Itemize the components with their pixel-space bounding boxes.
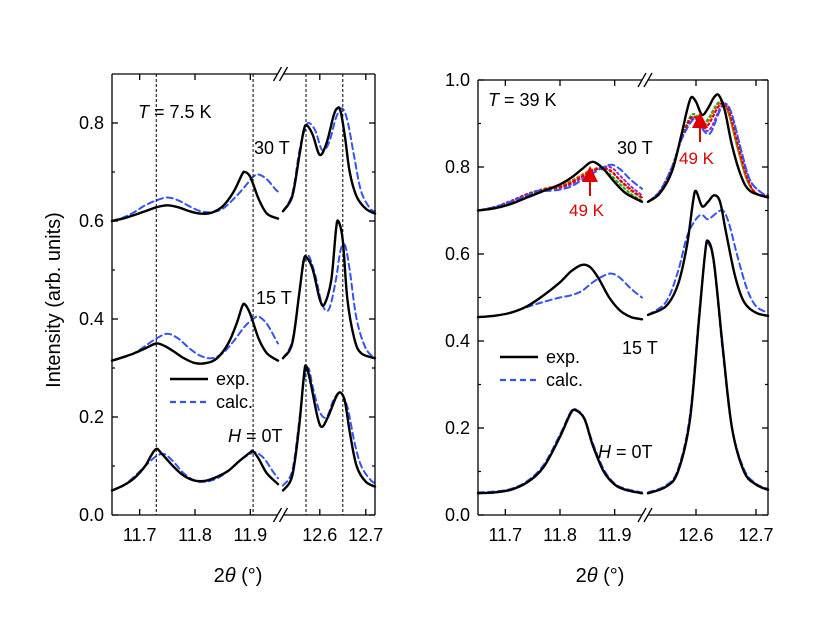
left-series-calc-15t-seg2	[282, 243, 376, 360]
right-x-axis-label: 2θ (°)	[576, 565, 625, 587]
right-panel: 0.0 0.2 0.4 0.6 0.8 1.0 11.7 11.8 11.9 12.6 12.7 T…	[445, 70, 774, 587]
left-series-exp-30t-seg1	[110, 170, 280, 223]
left-ticks	[112, 74, 375, 516]
arrow-label-49k-left: 49 K	[569, 201, 605, 220]
axis-break-mark-0-0	[637, 72, 647, 88]
axis-break-mark-0-1	[278, 66, 289, 82]
right-series-exp-0t-seg1	[476, 408, 644, 495]
left-field-label-30t: 30 T	[254, 138, 290, 158]
right-ticks	[478, 79, 768, 516]
y-tick-label: 0.4	[445, 331, 470, 351]
y-tick-label: 0.2	[79, 407, 104, 427]
y-tick-label: 0.4	[79, 309, 104, 329]
left-series-exp-0t-seg2	[281, 364, 377, 492]
y-tick-label: 0.2	[445, 418, 470, 438]
left-series-exp-15t-seg1	[110, 302, 280, 365]
right-legend-exp-label: exp.	[546, 347, 580, 367]
x-tick-label: 12.7	[738, 525, 773, 545]
right-legend-calc-label: calc.	[546, 370, 583, 390]
left-series-calc-0t-seg2	[282, 366, 376, 487]
axis-break-mark-0-1	[643, 72, 653, 88]
y-tick-label: 0.0	[445, 505, 470, 525]
y-tick-label: 1.0	[445, 70, 470, 90]
left-field-label-15t: 15 T	[256, 288, 292, 308]
y-tick-label: 0.8	[79, 113, 104, 133]
left-temperature-label: T = 7.5 K	[138, 102, 212, 122]
left-series-calc-30t-seg2	[282, 107, 376, 213]
right-series-calc-15t-seg2	[647, 208, 769, 316]
right-series-exp-30t-seg1	[476, 160, 644, 212]
right-series-exp-15t-seg1	[476, 263, 644, 321]
right-series-calc-0t-seg2	[647, 241, 769, 494]
right-tick-labels: 0.0 0.2 0.4 0.6 0.8 1.0 11.7 11.8 11.9 12.6 12.7	[445, 70, 774, 545]
right-arrow-1: 49 K	[569, 166, 605, 220]
x-tick-label: 11.7	[123, 525, 157, 545]
axis-break-mark-1-0	[637, 507, 647, 523]
y-axis-label: Intensity (arb. units)	[43, 212, 65, 388]
left-series-calc-15t-seg1	[111, 315, 279, 362]
axis-break-mark-1-0	[272, 507, 283, 523]
y-tick-label: 0.0	[79, 505, 104, 525]
left-reference-lines	[155, 74, 344, 515]
x-tick-label: 12.6	[302, 525, 337, 545]
right-series-exp-15t-seg2	[646, 189, 770, 317]
right-field-label-0t: H = 0T	[598, 442, 653, 462]
left-field-label-0t: H = 0T	[228, 426, 283, 446]
left-series-exp-30t-seg2	[281, 106, 377, 215]
right-series-calc-30t-seg1	[477, 163, 643, 212]
left-panel: 0.0 0.2 0.4 0.6 0.8 11.7 11.8 11.9 12.6 12.7 T = …	[43, 66, 383, 587]
left-series-exp-15t-seg2	[281, 219, 377, 360]
y-tick-label: 0.6	[445, 244, 470, 264]
left-tick-labels: 0.0 0.2 0.4 0.6 0.8 11.7 11.8 11.9 12.6 12.7	[79, 113, 383, 545]
x-tick-label: 11.9	[598, 525, 632, 545]
left-series-calc-30t-seg1	[111, 173, 279, 222]
x-tick-label: 11.9	[233, 525, 267, 545]
arrow-label-49k-right: 49 K	[679, 149, 715, 168]
left-legend: exp. calc.	[170, 369, 253, 412]
y-tick-label: 0.8	[445, 157, 470, 177]
x-tick-label: 11.7	[488, 525, 522, 545]
left-legend-calc-label: calc.	[216, 392, 253, 412]
right-field-label-15t: 15 T	[622, 338, 658, 358]
axis-break-mark-1-1	[643, 507, 653, 523]
left-x-axis-label: 2θ (°)	[214, 565, 263, 587]
axis-break-mark-1-1	[278, 507, 289, 523]
right-arrow-2: 49 K	[679, 112, 715, 168]
x-tick-label: 11.8	[543, 525, 577, 545]
right-temperature-label: T = 39 K	[488, 90, 557, 110]
right-series-exp-0t-seg2	[646, 239, 770, 495]
axis-break-mark-0-0	[272, 66, 283, 82]
y-tick-label: 0.6	[79, 211, 104, 231]
right-curves	[476, 93, 770, 495]
right-field-label-30t: 30 T	[617, 138, 653, 158]
x-tick-label: 12.6	[678, 525, 713, 545]
right-legend: exp. calc.	[500, 347, 583, 390]
left-legend-exp-label: exp.	[216, 369, 250, 389]
x-tick-label: 12.7	[348, 525, 383, 545]
right-series-calc-15t-seg1	[477, 272, 643, 319]
x-tick-label: 11.8	[178, 525, 212, 545]
